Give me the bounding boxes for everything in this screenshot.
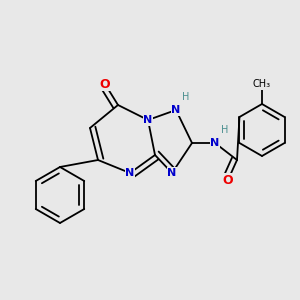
Text: O: O xyxy=(100,77,110,91)
Text: O: O xyxy=(223,173,233,187)
Text: N: N xyxy=(210,138,220,148)
Text: N: N xyxy=(167,168,177,178)
Text: H: H xyxy=(221,125,229,135)
Text: CH₃: CH₃ xyxy=(253,79,271,89)
Text: N: N xyxy=(171,105,181,115)
Text: N: N xyxy=(125,168,135,178)
Text: N: N xyxy=(143,115,153,125)
Text: H: H xyxy=(182,92,190,102)
